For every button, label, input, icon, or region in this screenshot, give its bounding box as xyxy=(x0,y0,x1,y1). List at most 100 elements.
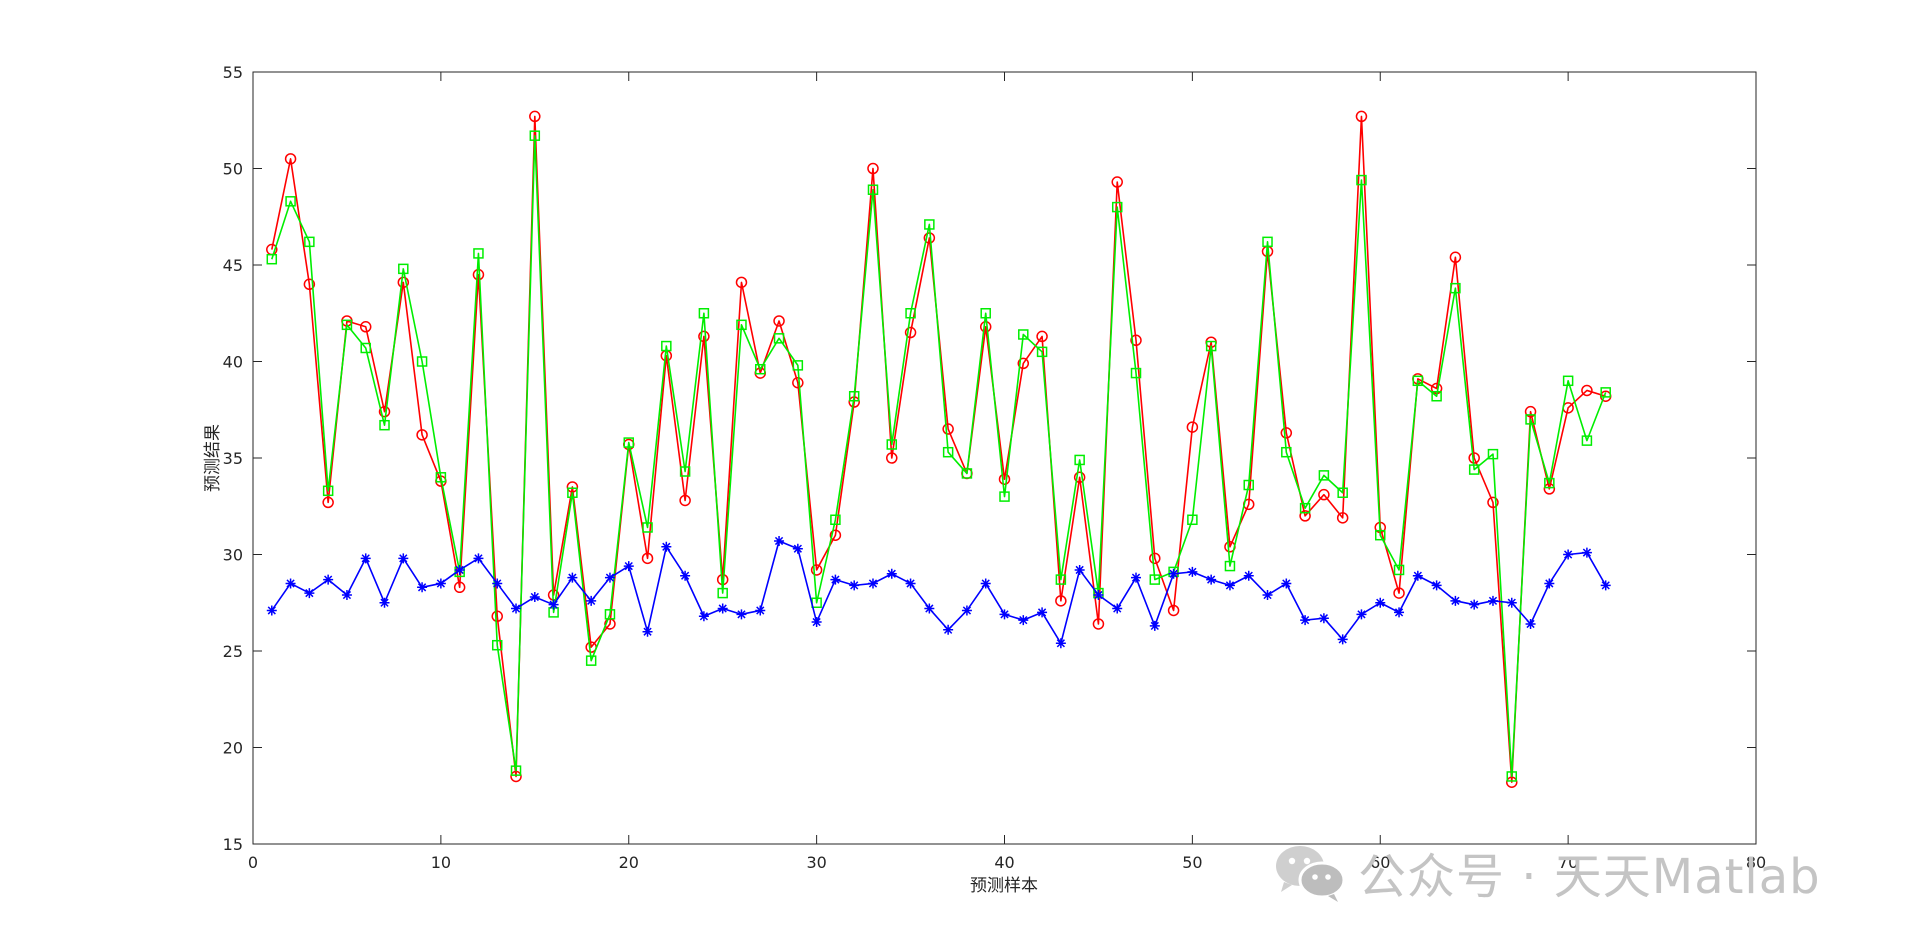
data-point-asterisk xyxy=(548,599,559,610)
data-point-asterisk xyxy=(1112,603,1123,614)
data-point-circle xyxy=(1487,496,1499,509)
data-point-circle xyxy=(810,564,823,576)
data-point-asterisk xyxy=(1356,609,1367,620)
data-point-asterisk xyxy=(266,605,277,616)
data-point-square xyxy=(1544,477,1555,489)
x-tick-label: 80 xyxy=(1746,853,1766,872)
data-point-circle xyxy=(1524,405,1537,418)
data-point-asterisk xyxy=(623,561,634,572)
data-point-asterisk xyxy=(1581,547,1592,558)
data-point-asterisk xyxy=(1431,580,1442,591)
data-point-square xyxy=(285,196,296,207)
data-point-square xyxy=(1018,329,1029,340)
data-point-circle xyxy=(735,276,748,289)
y-tick-label: 50 xyxy=(223,160,243,179)
data-point-square xyxy=(1487,448,1499,460)
y-tick-label: 15 xyxy=(223,835,243,854)
data-point-asterisk xyxy=(1262,590,1273,601)
data-point-square xyxy=(1187,514,1198,526)
data-point-circle xyxy=(998,473,1011,485)
data-point-asterisk xyxy=(811,617,822,628)
data-point-asterisk xyxy=(304,588,315,599)
data-point-asterisk xyxy=(454,564,465,575)
data-point-asterisk xyxy=(1506,597,1517,608)
data-point-square xyxy=(999,491,1010,502)
data-point-square xyxy=(1111,201,1123,213)
data-point-square xyxy=(1581,435,1593,446)
data-point-circle xyxy=(359,321,372,333)
data-point-square xyxy=(792,360,804,371)
data-point-circle xyxy=(1149,552,1161,565)
y-tick-label: 40 xyxy=(223,353,243,372)
data-point-circle xyxy=(284,153,297,165)
x-tick-label: 0 xyxy=(248,853,258,872)
data-point-square xyxy=(1450,282,1461,294)
data-point-asterisk xyxy=(1281,578,1292,589)
data-point-asterisk xyxy=(886,568,897,579)
data-point-square xyxy=(1318,470,1330,481)
data-point-asterisk xyxy=(1337,634,1348,645)
y-axis: 15 20 25 30 35 40 45 50 55 xyxy=(223,63,1756,854)
watermark-text: 公众号 · 天天Matlab xyxy=(1358,849,1821,905)
data-point-square xyxy=(1468,464,1480,475)
data-point-asterisk xyxy=(567,572,578,583)
y-tick-label: 35 xyxy=(223,449,243,468)
data-point-circle xyxy=(886,452,898,464)
data-point-asterisk xyxy=(1412,570,1423,581)
data-point-square xyxy=(1525,414,1536,425)
data-point-asterisk xyxy=(1055,638,1066,649)
data-point-circle xyxy=(1036,330,1048,343)
series-2 xyxy=(266,130,1611,782)
data-point-square xyxy=(1149,574,1161,585)
data-point-square xyxy=(980,308,991,319)
data-point-square xyxy=(398,263,409,275)
data-point-square xyxy=(924,219,935,230)
plot-background xyxy=(253,72,1756,844)
data-point-square xyxy=(304,236,315,248)
data-point-square xyxy=(379,419,390,431)
data-point-circle xyxy=(303,278,316,291)
data-point-square xyxy=(1036,346,1048,358)
data-point-asterisk xyxy=(379,597,390,608)
data-point-circle xyxy=(867,162,879,175)
data-point-square xyxy=(360,342,371,354)
data-point-asterisk xyxy=(943,624,954,635)
data-point-square xyxy=(322,485,334,497)
data-point-circle xyxy=(491,610,503,623)
data-point-square xyxy=(773,333,785,344)
y-tick-label: 25 xyxy=(223,642,243,661)
data-point-asterisk xyxy=(717,603,728,614)
data-point-square xyxy=(1224,560,1236,572)
data-point-circle xyxy=(1449,251,1462,264)
data-point-square xyxy=(623,437,634,448)
data-point-circle xyxy=(1111,176,1123,188)
data-point-square xyxy=(1130,367,1142,379)
y-tick-label: 20 xyxy=(223,739,243,758)
watermark: 公众号 · 天天Matlab xyxy=(1272,840,1821,905)
data-point-asterisk xyxy=(830,574,841,585)
data-point-asterisk xyxy=(661,541,672,552)
x-tick-label: 60 xyxy=(1370,853,1390,872)
data-point-circle xyxy=(1055,595,1067,607)
data-point-square xyxy=(661,340,672,352)
y-tick-label: 30 xyxy=(223,546,243,565)
data-point-square xyxy=(755,363,766,375)
data-point-asterisk xyxy=(1187,566,1198,577)
data-point-square xyxy=(1262,236,1273,248)
data-point-circle xyxy=(1280,427,1293,439)
data-point-square xyxy=(491,639,503,651)
data-point-circle xyxy=(1017,357,1030,370)
data-point-asterisk xyxy=(1525,618,1536,629)
x-tick-label: 40 xyxy=(994,853,1014,872)
data-point-square xyxy=(510,765,522,776)
data-point-asterisk xyxy=(1544,578,1555,589)
data-point-asterisk xyxy=(1168,568,1179,579)
data-point-square xyxy=(1412,375,1424,387)
data-point-square xyxy=(585,655,597,666)
data-point-circle xyxy=(1355,110,1368,123)
data-point-square xyxy=(1506,771,1518,782)
data-point-asterisk xyxy=(1563,549,1574,560)
data-point-square xyxy=(529,130,541,141)
data-point-square xyxy=(604,609,616,620)
data-point-square xyxy=(698,308,710,319)
